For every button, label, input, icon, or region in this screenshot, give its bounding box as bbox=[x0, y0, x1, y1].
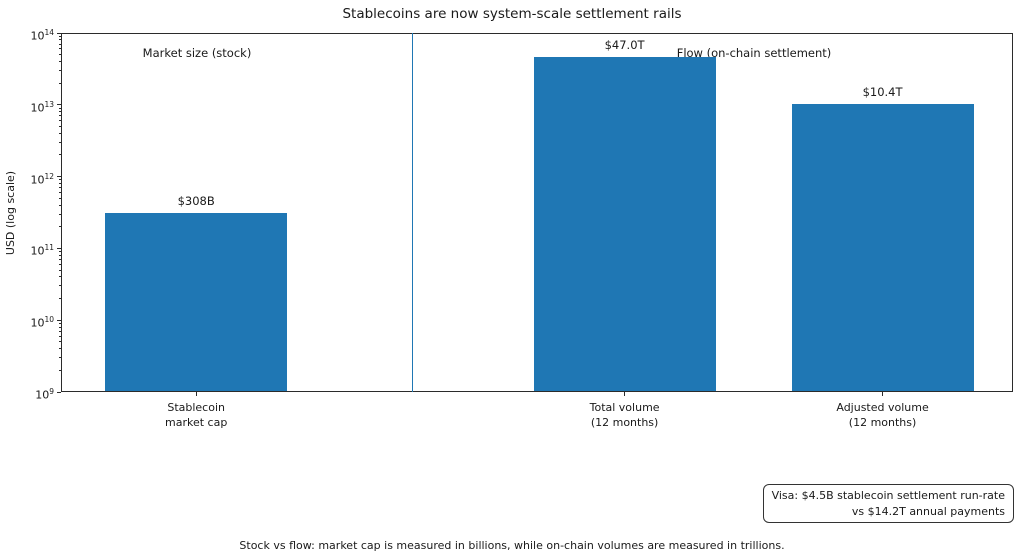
footer-caption: Stock vs flow: market cap is measured in… bbox=[239, 539, 785, 552]
y-minor-tick bbox=[59, 111, 61, 113]
y-minor-tick bbox=[59, 197, 61, 199]
y-minor-tick bbox=[59, 259, 61, 261]
visa-note-line-2: vs $14.2T annual payments bbox=[851, 504, 1005, 518]
y-minor-tick bbox=[59, 254, 61, 256]
y-minor-tick bbox=[59, 132, 61, 134]
bar-value-label: $47.0T bbox=[604, 37, 645, 52]
y-minor-tick bbox=[59, 285, 61, 287]
chart-title: Stablecoins are now system-scale settlem… bbox=[342, 6, 682, 22]
x-major-tick bbox=[624, 392, 626, 396]
y-tick-label: 109 bbox=[35, 387, 54, 402]
annotation-flow-settlement: Flow (on-chain settlement) bbox=[676, 46, 832, 60]
y-minor-tick bbox=[59, 107, 61, 109]
y-minor-tick bbox=[59, 213, 61, 215]
y-minor-tick bbox=[59, 251, 61, 253]
y-minor-tick bbox=[59, 43, 61, 45]
y-tick-label: 1010 bbox=[30, 315, 54, 330]
x-major-tick bbox=[195, 392, 197, 396]
y-minor-tick bbox=[59, 341, 61, 343]
bar-3 bbox=[791, 103, 974, 391]
y-minor-tick bbox=[59, 115, 61, 117]
y-minor-tick bbox=[59, 187, 61, 189]
x-tick-label: Adjusted volume (12 months) bbox=[836, 401, 929, 429]
visa-note-line-1: Visa: $4.5B stablecoin settlement run-ra… bbox=[771, 489, 1005, 502]
y-tick-label: 1012 bbox=[30, 171, 54, 187]
y-minor-tick bbox=[59, 39, 61, 41]
y-minor-tick bbox=[59, 326, 61, 328]
y-minor-tick bbox=[59, 192, 61, 194]
y-minor-tick bbox=[59, 330, 61, 332]
y-minor-tick bbox=[59, 154, 61, 156]
y-minor-tick bbox=[59, 120, 61, 122]
y-minor-tick bbox=[59, 179, 61, 181]
visa-note-box: Visa: $4.5B stablecoin settlement run-ra… bbox=[762, 484, 1014, 523]
y-minor-tick bbox=[59, 226, 61, 228]
y-minor-tick bbox=[59, 61, 61, 63]
y-minor-tick bbox=[59, 183, 61, 185]
x-major-tick bbox=[882, 392, 884, 396]
x-tick-label: Total volume (12 months) bbox=[589, 401, 660, 429]
bar-value-label: $10.4T bbox=[862, 84, 903, 99]
y-minor-tick bbox=[59, 276, 61, 278]
y-minor-tick bbox=[59, 269, 61, 271]
y-minor-tick bbox=[59, 48, 61, 50]
y-minor-tick bbox=[59, 204, 61, 206]
y-minor-tick bbox=[59, 54, 61, 56]
x-tick-label: Stablecoin market cap bbox=[165, 401, 228, 429]
y-minor-tick bbox=[59, 82, 61, 84]
y-minor-tick bbox=[59, 322, 61, 324]
y-major-tick bbox=[57, 247, 61, 249]
y-major-tick bbox=[57, 391, 61, 393]
y-minor-tick bbox=[59, 369, 61, 371]
y-major-tick bbox=[57, 176, 61, 178]
y-minor-tick bbox=[59, 141, 61, 143]
y-tick-label: 1011 bbox=[30, 243, 54, 259]
y-minor-tick bbox=[59, 348, 61, 350]
bar-2 bbox=[533, 56, 716, 391]
section-divider-line bbox=[412, 33, 414, 392]
y-major-tick bbox=[57, 319, 61, 321]
y-tick-label: 1014 bbox=[30, 28, 54, 43]
y-major-tick bbox=[57, 32, 61, 34]
bar-value-label: $308B bbox=[177, 194, 215, 209]
y-minor-tick bbox=[59, 335, 61, 337]
y-minor-tick bbox=[59, 70, 61, 72]
y-minor-tick bbox=[59, 125, 61, 127]
y-tick-label: 1013 bbox=[30, 99, 54, 115]
y-minor-tick bbox=[59, 35, 61, 37]
y-minor-tick bbox=[59, 263, 61, 265]
y-minor-tick bbox=[59, 357, 61, 359]
bar-1 bbox=[105, 213, 288, 391]
y-major-tick bbox=[57, 104, 61, 106]
y-minor-tick bbox=[59, 298, 61, 300]
annotation-market-size-stock: Market size (stock) bbox=[142, 46, 252, 60]
